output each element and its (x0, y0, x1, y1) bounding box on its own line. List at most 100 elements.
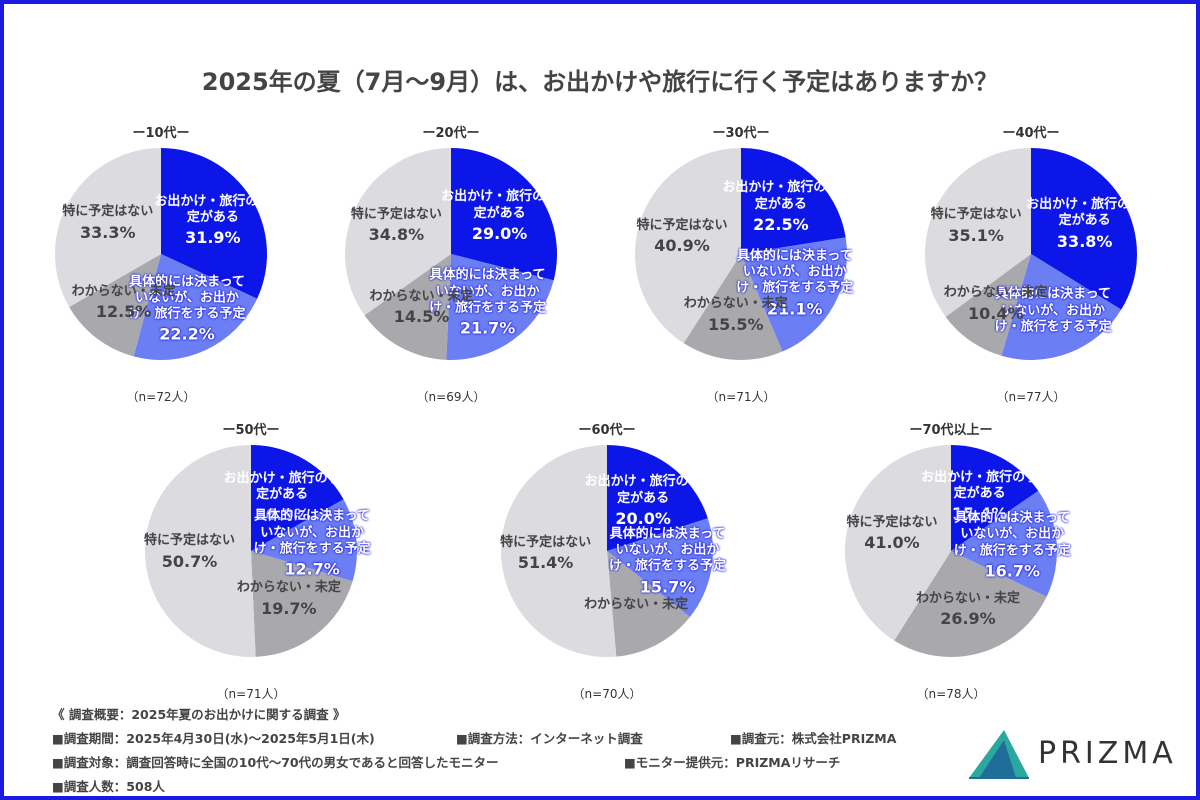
pie-slice (451, 148, 557, 281)
pie-slice (607, 551, 690, 657)
sample-size: （n=70人） (572, 687, 642, 701)
sample-size: （n=78人） (916, 687, 986, 701)
category-label: わからない・未定 (683, 296, 788, 312)
value-label: 16.9% (254, 505, 310, 525)
footer-item: ■調査方法：インターネット調査 (456, 731, 643, 746)
sample-size: （n=77人） (996, 390, 1066, 404)
footer-item: ■モニター提供元：PRIZMAリサーチ (624, 755, 841, 770)
category-label: わからない・未定 (584, 597, 689, 613)
category-label: 具体的には決まっていないが、お出かけ・旅行をする予定 (608, 526, 726, 575)
slice-label: 特に予定はない 51.4% (487, 535, 605, 573)
value-label: 26.9% (940, 609, 996, 629)
pie-slice (161, 148, 267, 299)
value-label: 10.4% (968, 303, 1024, 323)
footer-item: ■調査期間：2025年4月30日(水)〜2025年5月1日(木) (52, 731, 375, 746)
pie-slice (607, 445, 708, 551)
value-label: 51.4% (517, 552, 574, 572)
pie-slice (683, 254, 783, 360)
slice-label: 特に予定はない 41.0% (833, 515, 951, 553)
value-label: 12.7% (284, 559, 340, 579)
value-label: 19.7% (261, 598, 317, 618)
pie-slice (741, 237, 847, 352)
pie-slice (500, 445, 617, 657)
slice-label: わからない・未定 14.5% (363, 289, 481, 327)
value-label: 34.8% (368, 224, 425, 244)
category-label: 特に予定はない (930, 207, 1022, 223)
category-label: 具体的には決まっていないが、お出かけ・旅行をする予定 (736, 248, 854, 296)
slice-label: 具体的には決まっていないが、お出かけ・旅行をする予定 21.7% (429, 268, 547, 339)
pie-slice (1001, 254, 1122, 360)
category-label: お出かけ・旅行の予定がある (584, 474, 702, 506)
pie-slice (364, 254, 451, 360)
logo: PRIZMA (1038, 736, 1177, 771)
category-label: お出かけ・旅行の予定がある (441, 189, 559, 221)
logo-icon (969, 730, 1029, 779)
category-label: お出かけ・旅行の予定がある (154, 193, 272, 225)
category-label: 具体的には決まっていないが、お出かけ・旅行をする予定 (253, 508, 371, 557)
value-label: 14.5% (393, 307, 450, 327)
chart-title: ー10代ー (132, 126, 190, 141)
slice-label: お出かけ・旅行の予定がある 29.0% (441, 189, 559, 244)
slice-label: お出かけ・旅行の予定がある 20.0% (584, 474, 702, 529)
footer-item: ■調査対象：調査回答時に全国の10代〜70代の男女であると回答したモニター (52, 755, 499, 770)
slice-label: わからない・未定 19.7% (230, 580, 348, 618)
pie-slice (925, 148, 1031, 317)
slice-label: お出かけ・旅行の予定がある 15.4% (921, 469, 1039, 524)
value-label: 22.2% (159, 325, 215, 345)
category-label: お出かけ・旅行の予定がある (921, 469, 1039, 501)
pie-slice (951, 490, 1057, 597)
pie-slice (945, 254, 1031, 356)
category-label: 具体的には決まっていないが、お出かけ・旅行をする予定 (953, 510, 1071, 559)
chart-title: ー50代ー (222, 423, 280, 438)
slice-label: わからない・未定 26.9% (909, 591, 1027, 629)
category-label: わからない・未定 (943, 285, 1048, 301)
footer-item: ■調査元：株式会社PRIZMA (730, 731, 897, 746)
pie-slice (951, 445, 1039, 551)
pie-slice (894, 551, 1047, 658)
category-label: 特に予定はない (62, 204, 154, 220)
value-label: 33.3% (79, 222, 136, 242)
chart-title: ー40代ー (1002, 126, 1060, 141)
value-label: 22.5% (753, 214, 809, 234)
value-label: 33.8% (1056, 231, 1113, 251)
pie-slice (741, 148, 846, 254)
value-label: 31.9% (185, 228, 241, 248)
slice-label: 特に予定はない 33.3% (49, 204, 167, 242)
category-label: わからない・未定 (236, 580, 341, 596)
value-label: 29.0% (471, 223, 528, 243)
pie-slice (144, 445, 256, 657)
slice-label: 具体的には決まっていないが、お出かけ・旅行をする予定 (994, 287, 1112, 336)
slice-label: 特に予定はない 35.1% (917, 207, 1035, 245)
pie-slice (251, 551, 353, 657)
slice-label: 特に予定はない 40.9% (623, 218, 741, 256)
category-label: 特に予定はない (636, 217, 728, 233)
chart-title: ー30代ー (712, 126, 770, 141)
value-label: 21.7% (459, 318, 516, 338)
category-label: お出かけ・旅行の予定がある (1026, 196, 1144, 229)
slice-label: お出かけ・旅行の予定がある 16.9% (223, 471, 341, 526)
charts (54, 148, 1137, 779)
slice-label: 具体的には決まっていないが、お出かけ・旅行をする予定 15.7% (608, 527, 726, 598)
category-label: 特に予定はない (144, 533, 236, 549)
category-label: わからない・未定 (71, 283, 176, 299)
value-label: 41.0% (864, 532, 920, 552)
slice-label: 特に予定はない 50.7% (131, 533, 249, 571)
value-label: 15.5% (708, 314, 764, 334)
category-label: 特に予定はない (500, 534, 592, 550)
pie-slice (344, 148, 451, 316)
slice-label: 具体的には決まっていないが、お出かけ・旅行をする予定 16.7% (953, 511, 1071, 582)
pie-slice (446, 254, 554, 360)
page-title: 2025年の夏（7月〜9月）は、お出かけや旅行に行く予定はありますか？ (201, 68, 999, 96)
value-label: 20.0% (615, 508, 671, 528)
pie-slice (1031, 148, 1137, 310)
slice-label: 特に予定はない 34.8% (337, 207, 455, 245)
pie-slice (635, 148, 741, 344)
sample-size: （n=71人） (706, 390, 776, 404)
slice-label: 具体的には決まっていないが、お出かけ・旅行をする予定 12.7% (253, 509, 371, 580)
pie-slice (251, 499, 357, 582)
value-label: 15.7% (639, 577, 696, 597)
slice-label: わからない・未定 10.4% (937, 285, 1055, 323)
chart-title: ー60代ー (578, 423, 636, 438)
footer-item: ■調査人数：508人 (52, 779, 165, 794)
